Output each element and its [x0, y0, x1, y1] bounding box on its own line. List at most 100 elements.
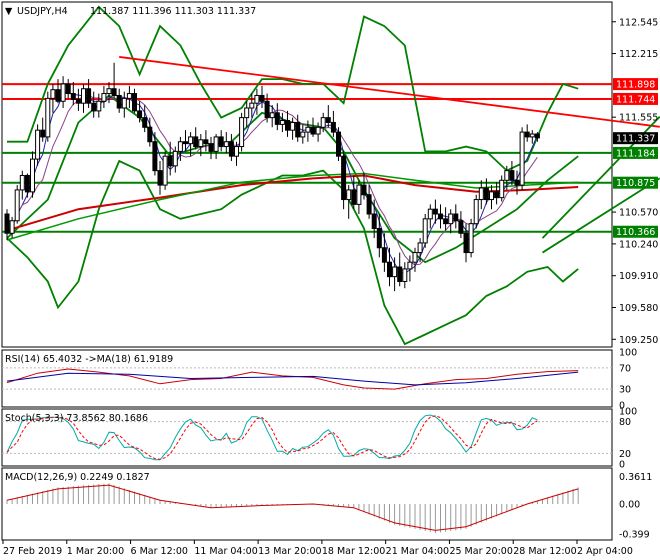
candle-body	[249, 102, 255, 109]
candle-body	[132, 93, 137, 112]
candle-body	[198, 139, 204, 148]
candle-body	[157, 170, 163, 186]
candle-body	[223, 141, 229, 148]
macd-tick-label: -0.399	[619, 530, 650, 541]
time-tick-label: 27 Feb 2019	[3, 546, 62, 557]
price-tick-label: 111.555	[619, 113, 658, 124]
level-tag-3	[613, 176, 658, 189]
candle-body	[361, 184, 367, 196]
level-tag-label-1: 111.744	[616, 94, 655, 105]
candle-body	[468, 223, 474, 254]
price-tick-label: 110.570	[619, 208, 658, 219]
candle-body	[45, 97, 51, 138]
trendline-2	[542, 177, 660, 254]
level-tag-label-3: 110.875	[616, 178, 655, 189]
bb-upper-line	[7, 5, 579, 172]
candle-body	[4, 213, 10, 234]
stoch-signal-line	[6, 415, 538, 460]
candle-body	[387, 261, 392, 278]
current-price-label: 111.337	[616, 134, 655, 145]
candle-body	[448, 213, 454, 225]
candle-body	[392, 266, 398, 278]
candle-body	[473, 199, 479, 225]
candle-body	[336, 131, 341, 157]
level-tag-0	[613, 78, 658, 91]
level-tag-1	[613, 92, 658, 105]
rsi-tick-label: 100	[619, 348, 637, 359]
candle-body	[75, 98, 81, 104]
candle-body	[524, 131, 530, 138]
macd-tick-label: 0.3611	[619, 472, 652, 483]
symbol-label: USDJPY,H4	[17, 6, 68, 17]
candle-body	[9, 220, 15, 234]
candle-body	[50, 89, 56, 99]
candle-body	[111, 88, 117, 96]
candle-body	[290, 121, 296, 131]
stoch-tick-label: 20	[619, 449, 631, 460]
candle-body	[147, 126, 153, 143]
candle-body	[295, 121, 301, 138]
rsi-tick-label: 70	[619, 363, 631, 374]
level-tag-label-2: 111.184	[616, 148, 655, 159]
candle-body	[438, 213, 443, 220]
level-tag-label-0: 111.898	[616, 80, 655, 91]
stoch-main-line	[6, 414, 538, 461]
price-tick-label: 110.240	[619, 239, 658, 250]
candle-body	[152, 141, 158, 172]
candle-body	[504, 170, 510, 181]
candle-body	[346, 189, 352, 201]
time-tick-label: 21 Mar 04:00	[386, 546, 449, 557]
candle-body	[193, 136, 199, 148]
level-tag-label-4: 110.366	[616, 227, 655, 238]
chart-header-arrow: ▼	[5, 6, 13, 17]
candle-body	[96, 100, 102, 112]
candle-body	[254, 94, 260, 104]
time-tick-label: 18 Mar 12:00	[322, 546, 385, 557]
stoch-tick-label: 80	[619, 417, 631, 428]
candle-body	[432, 208, 438, 215]
candle-body	[40, 129, 46, 138]
candle-body	[443, 218, 449, 225]
candle-body	[341, 155, 347, 201]
time-tick-label: 6 Mar 12:00	[131, 546, 188, 557]
candle-body	[463, 232, 469, 254]
level-tag-2	[613, 146, 658, 159]
candle-body	[24, 174, 30, 193]
rsi-tick-label: 0	[619, 401, 625, 412]
time-tick-label: 11 Mar 04:00	[194, 546, 257, 557]
candle-body	[239, 117, 245, 148]
candle-body	[310, 126, 316, 135]
candle-body	[529, 133, 535, 138]
candle-body	[91, 102, 97, 112]
candle-body	[244, 107, 250, 119]
trendline-0	[119, 56, 660, 128]
candle-body	[142, 117, 148, 128]
candle-body	[514, 179, 520, 186]
macd-tick-label: 0.00	[619, 500, 640, 511]
rsi-tick-label: 30	[619, 385, 631, 396]
candle-body	[489, 191, 494, 201]
candle-body	[366, 194, 372, 215]
candle-body	[55, 89, 61, 102]
stoch-panel[interactable]	[1, 408, 613, 467]
candle-body	[162, 155, 168, 186]
candle-body	[356, 184, 362, 205]
candle-body	[208, 143, 214, 152]
candle-body	[183, 141, 188, 145]
candle-body	[259, 94, 265, 102]
macd-label: MACD(12,26,9) 0.2249 0.1827	[5, 472, 150, 483]
candle-body	[285, 120, 290, 131]
candle-body	[30, 158, 35, 193]
candle-body	[315, 126, 321, 135]
candle-body	[172, 150, 178, 167]
time-tick-label: 25 Mar 20:00	[449, 546, 512, 557]
candle-body	[14, 189, 20, 222]
candle-body	[371, 213, 377, 229]
candle-body	[60, 83, 66, 102]
candle-body	[381, 247, 387, 263]
candle-body	[35, 129, 41, 160]
candle-body	[137, 110, 143, 119]
candle-body	[412, 252, 418, 263]
rsi-panel[interactable]	[1, 349, 613, 408]
